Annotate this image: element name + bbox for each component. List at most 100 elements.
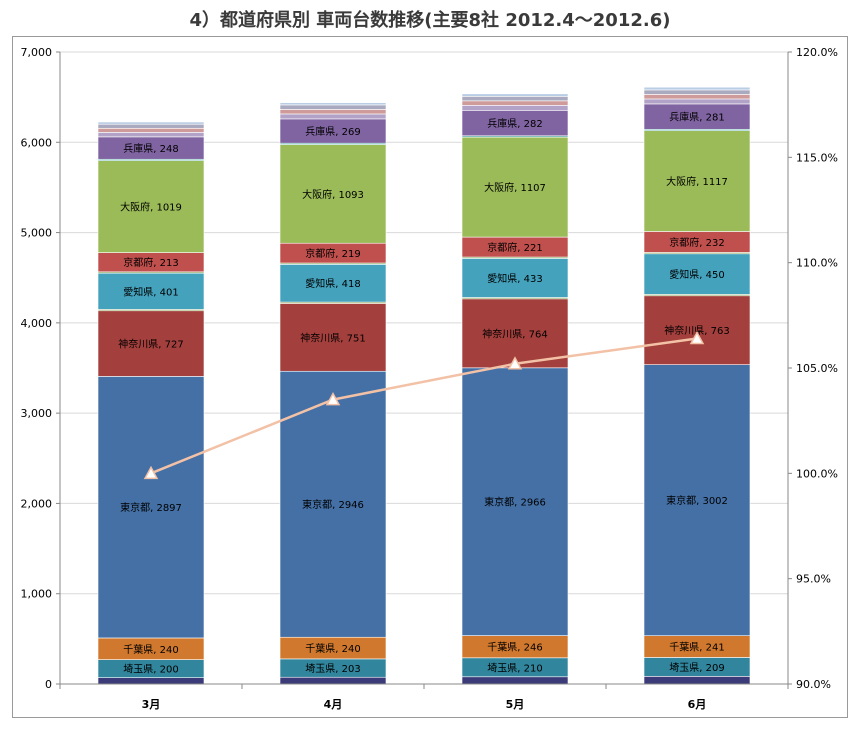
growth-marker-0 xyxy=(143,465,159,480)
bar-2-segment-14 xyxy=(461,96,569,102)
data-label-1-8: 京都府, 219 xyxy=(305,247,360,260)
bar-3-segment-12 xyxy=(643,98,751,105)
y2-tick-label-4: 110.0% xyxy=(796,257,838,270)
data-label-2-2: 千葉県, 246 xyxy=(487,641,542,654)
data-label-1-4: 神奈川県, 751 xyxy=(300,331,365,344)
bar-1-e69db1e4baace983bd xyxy=(279,370,387,638)
bars xyxy=(97,86,751,685)
data-label-0-9: 大阪府, 1019 xyxy=(120,201,182,214)
data-label-3-6: 愛知県, 450 xyxy=(669,268,724,281)
y2-tick-label-5: 115.0% xyxy=(796,151,838,164)
data-label-1-2: 千葉県, 240 xyxy=(305,642,360,655)
y-tick-label-5: 5,000 xyxy=(21,227,53,240)
bar-0-segment-13 xyxy=(97,127,205,133)
data-label-2-1: 埼玉県, 210 xyxy=(487,661,542,674)
bar-2-segment-15 xyxy=(461,93,569,97)
segment-labels: 埼玉県, 200 千葉県, 240 東京都, 2897 神奈川県, 727 愛知県, 4… xyxy=(118,111,729,676)
data-label-3-11: 兵庫県, 281 xyxy=(669,111,724,124)
chart-title: 4）都道府県別 車両台数推移(主要8社 2012.4～2012.6) xyxy=(189,10,671,31)
axes: 0 1,000 2,000 3,000 4,000 5,000 6,000 7,000 90.0… xyxy=(21,46,838,711)
data-label-2-11: 兵庫県, 282 xyxy=(487,117,542,130)
y2-tick-label-6: 120.0% xyxy=(796,46,838,59)
x-tick-label-1: 4月 xyxy=(324,698,343,711)
bar-2-segment-13 xyxy=(461,100,569,106)
data-label-0-2: 千葉県, 240 xyxy=(123,643,178,656)
growth-marker-3 xyxy=(689,330,705,345)
bar-2-e5a4a7e998aae5ba9c xyxy=(461,136,569,238)
data-label-2-9: 大阪府, 1107 xyxy=(484,181,546,194)
y-tick-label-2: 2,000 xyxy=(21,497,53,510)
y-tick-label-6: 6,000 xyxy=(21,136,53,149)
bar-3-e6849be79fa5e79c8c xyxy=(643,253,751,295)
bar-2-e6849be79fa5e79c8c xyxy=(461,258,569,298)
y-tick-label-4: 4,000 xyxy=(21,317,53,330)
data-label-2-8: 京都府, 221 xyxy=(487,241,542,254)
data-label-1-3: 東京都, 2946 xyxy=(302,498,364,511)
bar-0-segment-15 xyxy=(97,121,205,125)
bar-1-segment-0 xyxy=(279,676,387,685)
data-label-3-1: 埼玉県, 209 xyxy=(669,661,724,674)
data-label-1-6: 愛知県, 418 xyxy=(305,277,360,290)
bar-2-segment-0 xyxy=(461,676,569,685)
y-tick-label-7: 7,000 xyxy=(21,46,53,59)
bar-0-segment-12 xyxy=(97,132,205,138)
bar-3-e69db1e4baace983bd xyxy=(643,364,751,636)
data-label-2-6: 愛知県, 433 xyxy=(487,272,542,285)
data-label-0-1: 埼玉県, 200 xyxy=(123,663,178,676)
data-label-0-11: 兵庫県, 248 xyxy=(123,142,178,155)
data-label-0-8: 京都府, 213 xyxy=(123,256,178,269)
bar-3-segment-15 xyxy=(643,86,751,91)
bar-3-segment-14 xyxy=(643,89,751,95)
bar-2-e585b5e5baabe79c8c xyxy=(461,110,569,137)
x-tick-label-0: 3月 xyxy=(142,698,161,711)
x-tick-label-3: 6月 xyxy=(688,698,707,711)
bar-3-e5a4a7e998aae5ba9c xyxy=(643,130,751,232)
bar-1-segment-15 xyxy=(279,102,387,106)
data-label-1-9: 大阪府, 1093 xyxy=(302,188,364,201)
data-label-3-8: 京都府, 232 xyxy=(669,236,724,249)
growth-marker-2 xyxy=(507,356,523,370)
chart-frame xyxy=(12,36,848,718)
y2-tick-label-3: 105.0% xyxy=(796,362,838,375)
y-tick-label-0: 0 xyxy=(45,678,52,691)
bar-0-e69db1e4baace983bd xyxy=(97,376,205,639)
growth-line xyxy=(143,330,705,480)
data-label-2-3: 東京都, 2966 xyxy=(484,496,546,509)
bar-0-segment-14 xyxy=(97,123,205,129)
y-tick-label-1: 1,000 xyxy=(21,588,53,601)
bar-3-e7a59ee5a588e5b79de79c8c xyxy=(643,295,751,365)
y2-tick-label-0: 90.0% xyxy=(796,678,831,691)
data-label-0-3: 東京都, 2897 xyxy=(120,501,182,514)
data-label-2-4: 神奈川県, 764 xyxy=(482,327,547,340)
data-label-1-11: 兵庫県, 269 xyxy=(305,125,360,138)
bar-1-e6849be79fa5e79c8c xyxy=(279,264,387,303)
bar-3-e585b5e5baabe79c8c xyxy=(643,103,751,130)
bar-2-segment-12 xyxy=(461,105,569,111)
bar-1-e7a59ee5a588e5b79de79c8c xyxy=(279,303,387,372)
data-label-3-3: 東京都, 3002 xyxy=(666,494,728,507)
bar-0-e5a4a7e998aae5ba9c xyxy=(97,160,205,253)
bar-1-segment-13 xyxy=(279,109,387,115)
data-label-3-2: 千葉県, 241 xyxy=(669,641,724,654)
data-label-0-4: 神奈川県, 727 xyxy=(118,338,183,351)
bar-1-segment-14 xyxy=(279,104,387,110)
x-tick-label-2: 5月 xyxy=(506,698,525,711)
bar-3-segment-0 xyxy=(643,676,751,685)
bar-0-e7a59ee5a588e5b79de79c8c xyxy=(97,310,205,377)
bar-0-segment-0 xyxy=(97,677,205,685)
data-label-0-6: 愛知県, 401 xyxy=(123,285,178,298)
y-tick-label-3: 3,000 xyxy=(21,407,53,420)
data-label-1-1: 埼玉県, 203 xyxy=(305,662,360,675)
data-label-3-4: 神奈川県, 763 xyxy=(664,324,729,337)
data-label-3-9: 大阪府, 1117 xyxy=(666,175,728,188)
bar-3-segment-13 xyxy=(643,94,751,100)
bar-2-e69db1e4baace983bd xyxy=(461,367,569,636)
y2-tick-label-1: 95.0% xyxy=(796,573,831,586)
growth-line-path xyxy=(150,337,698,475)
growth-marker-1 xyxy=(325,392,341,406)
bar-1-segment-12 xyxy=(279,113,387,120)
y2-tick-label-2: 100.0% xyxy=(796,467,838,480)
bar-0-e6849be79fa5e79c8c xyxy=(97,272,205,310)
bar-1-e585b5e5baabe79c8c xyxy=(279,118,387,144)
